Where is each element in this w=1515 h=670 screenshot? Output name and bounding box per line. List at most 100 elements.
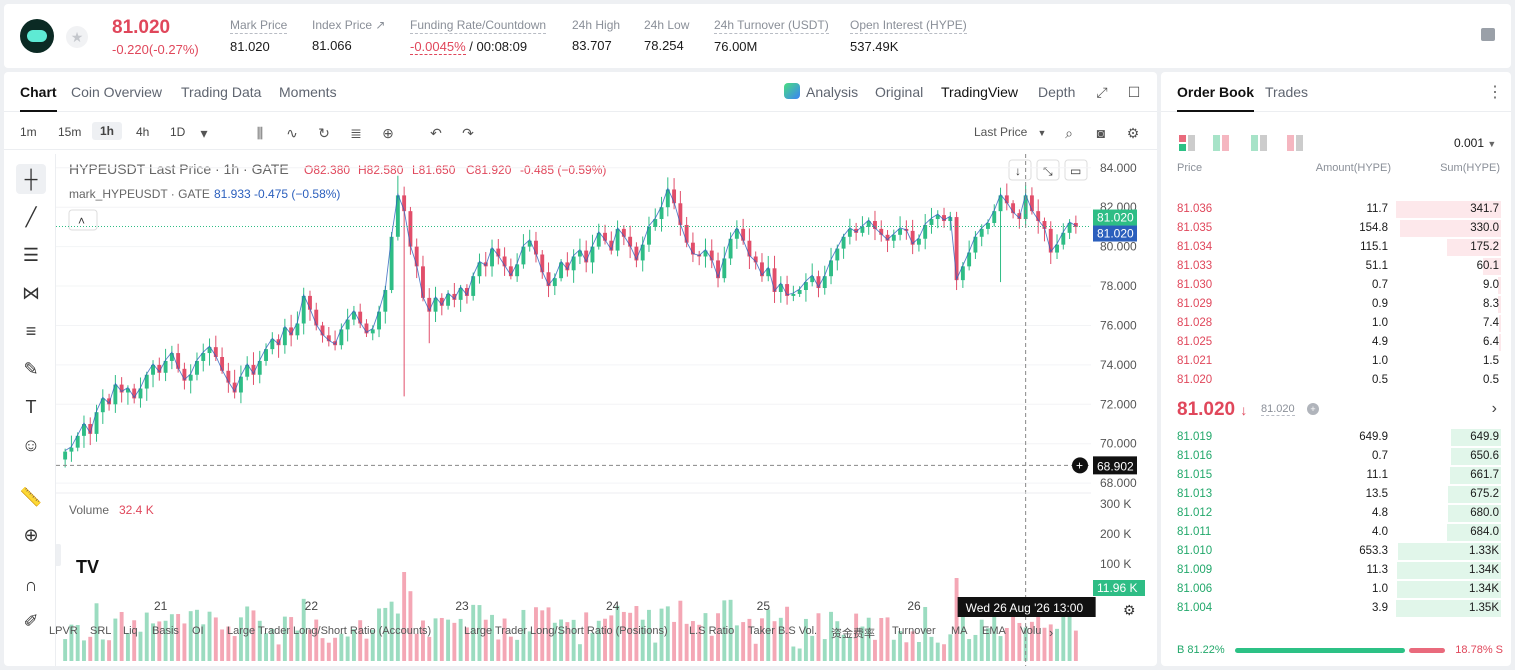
candle-body[interactable] <box>684 224 689 243</box>
candle-body[interactable] <box>63 451 68 460</box>
tab-coin-overview[interactable]: Coin Overview <box>71 84 163 100</box>
candle-body[interactable] <box>320 325 325 336</box>
candle-body[interactable] <box>408 211 413 247</box>
candle-body[interactable] <box>803 282 808 290</box>
candle-body[interactable] <box>75 435 80 448</box>
candle-body[interactable] <box>213 347 218 358</box>
candle-body[interactable] <box>590 246 595 263</box>
candle-body[interactable] <box>282 327 287 346</box>
candle-body[interactable] <box>163 360 168 373</box>
candle-body[interactable] <box>157 364 162 373</box>
add-indicator-icon[interactable]: ⊕ <box>382 125 394 141</box>
candle-body[interactable] <box>577 250 582 257</box>
candle-body[interactable] <box>144 374 149 389</box>
candle-body[interactable] <box>402 195 407 212</box>
layout-bids-icon[interactable] <box>1251 135 1267 151</box>
candle-body[interactable] <box>847 228 852 237</box>
bid-row[interactable]: 81.016 0.7 650.6 <box>1161 447 1511 466</box>
candle-body[interactable] <box>728 238 733 259</box>
candle-body[interactable] <box>552 278 557 287</box>
candle-body[interactable] <box>1036 211 1041 222</box>
ind-ltlsr-accounts[interactable]: Large Trader Long/Short Ratio (Accounts) <box>227 625 432 637</box>
zoom-in-icon[interactable]: ⊕ <box>23 524 39 545</box>
candle-body[interactable] <box>264 349 268 361</box>
candle-body[interactable] <box>891 234 896 241</box>
candle-body[interactable] <box>169 353 174 361</box>
candle-body[interactable] <box>916 238 921 245</box>
candle-body[interactable] <box>942 215 946 222</box>
candle-body[interactable] <box>1042 221 1047 229</box>
candle-body[interactable] <box>954 217 959 281</box>
pencil-lock-icon[interactable]: ✐ <box>23 610 39 631</box>
candle-body[interactable] <box>603 232 607 241</box>
collapse-legend-button[interactable] <box>68 209 98 231</box>
candle-body[interactable] <box>515 264 520 277</box>
candle-body[interactable] <box>703 250 708 257</box>
candle-body[interactable] <box>929 219 934 225</box>
candle-body[interactable] <box>245 364 250 377</box>
candle-body[interactable] <box>427 297 432 312</box>
favorite-star-icon[interactable]: ★ <box>66 26 88 48</box>
candle-body[interactable] <box>477 262 482 277</box>
candle-body[interactable] <box>82 424 86 436</box>
ind-turnover[interactable]: Turnover <box>892 625 936 637</box>
candle-body[interactable] <box>609 240 614 251</box>
ask-row[interactable]: 81.020 0.5 0.5 <box>1161 371 1511 390</box>
price-type-select[interactable]: Last Price <box>974 125 1028 139</box>
candle-body[interactable] <box>829 260 833 277</box>
candle-body[interactable] <box>326 335 331 342</box>
candle-body[interactable] <box>471 276 476 296</box>
candle-body[interactable] <box>1023 195 1028 220</box>
candle-body[interactable] <box>722 258 727 279</box>
emoji-icon[interactable]: ☺ <box>21 434 41 455</box>
ask-row[interactable]: 81.021 1.0 1.5 <box>1161 352 1511 371</box>
bid-row[interactable]: 81.019 649.9 649.9 <box>1161 428 1511 447</box>
templates-icon[interactable]: ≣ <box>350 125 362 141</box>
candle-body[interactable] <box>935 215 940 220</box>
left-pane-handle[interactable] <box>55 544 61 566</box>
candle-body[interactable] <box>132 388 137 399</box>
tab-order-book[interactable]: Order Book <box>1177 84 1255 112</box>
candle-body[interactable] <box>69 447 74 452</box>
ask-row[interactable]: 81.034 115.1 175.2 <box>1161 238 1511 257</box>
gear-icon[interactable]: ⚙ <box>1126 125 1140 141</box>
candle-body[interactable] <box>885 234 890 241</box>
ind-ls-ratio[interactable]: L.S Ratio <box>689 625 735 637</box>
undo-icon[interactable]: ↶ <box>430 125 442 141</box>
candle-body[interactable] <box>866 221 871 227</box>
candle-body[interactable] <box>960 266 965 281</box>
ask-row[interactable]: 81.036 11.7 341.7 <box>1161 200 1511 219</box>
candle-body[interactable] <box>672 189 677 204</box>
text-icon[interactable]: T <box>25 396 37 417</box>
candle-body[interactable] <box>1048 228 1053 253</box>
candle-body[interactable] <box>351 311 356 320</box>
chart-area[interactable]: HYPEUSDT Last Price · 1h · GATE O82.380 … <box>55 154 1157 666</box>
timeframe-15m[interactable]: 15m <box>58 125 82 139</box>
ind-volume[interactable]: Volu <box>1020 625 1042 637</box>
candle-body[interactable] <box>377 311 381 330</box>
trend-line-icon[interactable]: ╱ <box>25 206 37 227</box>
bid-row[interactable]: 81.010 653.3 1.33K <box>1161 542 1511 561</box>
ask-row[interactable]: 81.035 154.8 330.0 <box>1161 219 1511 238</box>
candle-body[interactable] <box>873 221 877 229</box>
candle-body[interactable] <box>414 246 419 267</box>
candle-body[interactable] <box>841 236 846 249</box>
tab-moments[interactable]: Moments <box>279 84 337 100</box>
candle-body[interactable] <box>628 236 633 247</box>
ask-row[interactable]: 81.030 0.7 9.0 <box>1161 276 1511 295</box>
tab-trading-data[interactable]: Trading Data <box>181 84 262 100</box>
candle-body[interactable] <box>910 230 915 245</box>
candle-body[interactable] <box>257 360 262 375</box>
candle-body[interactable] <box>452 293 457 300</box>
candle-body[interactable] <box>992 211 997 223</box>
candle-body[interactable] <box>716 260 720 279</box>
candle-body[interactable] <box>1011 203 1016 214</box>
mark-info-icon[interactable]: + <box>1307 403 1319 415</box>
candle-body[interactable] <box>270 339 275 350</box>
horizontal-lines-icon[interactable]: ☰ <box>22 244 40 265</box>
candle-body[interactable] <box>741 228 746 241</box>
candle-body[interactable] <box>1061 232 1066 245</box>
candle-body[interactable] <box>339 329 344 346</box>
candle-body[interactable] <box>647 226 651 245</box>
candle-body[interactable] <box>734 228 739 239</box>
